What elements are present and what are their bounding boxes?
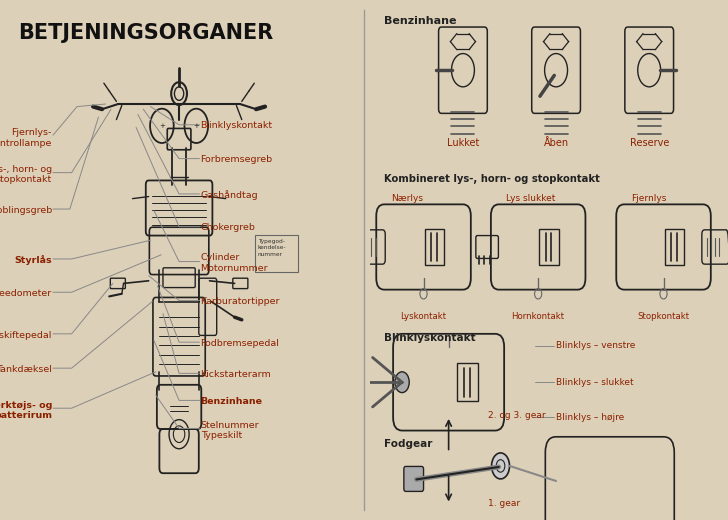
Text: BETJENINGSORGANER: BETJENINGSORGANER xyxy=(18,23,273,43)
Text: Styrlås: Styrlås xyxy=(15,255,52,265)
Text: Værktøjs- og
batterirum: Værktøjs- og batterirum xyxy=(0,401,52,421)
FancyBboxPatch shape xyxy=(404,466,424,491)
Text: 1. gear: 1. gear xyxy=(488,499,520,508)
Text: Gearskiftepedal: Gearskiftepedal xyxy=(0,331,52,340)
Text: Cylinder
Motornummer: Cylinder Motornummer xyxy=(201,253,268,273)
FancyBboxPatch shape xyxy=(255,235,298,272)
Text: Reserve: Reserve xyxy=(630,138,669,148)
Text: +: + xyxy=(159,123,165,129)
Text: Stopkontakt: Stopkontakt xyxy=(638,312,689,321)
Text: Lyskontakt: Lyskontakt xyxy=(400,312,446,321)
Text: Blinklys – slukket: Blinklys – slukket xyxy=(556,378,633,387)
Text: Kickstarterarm: Kickstarterarm xyxy=(201,370,272,379)
Text: Chokergreb: Chokergreb xyxy=(201,223,256,232)
Text: Fodgear: Fodgear xyxy=(384,439,432,449)
Text: Fodbremsepedal: Fodbremsepedal xyxy=(201,339,280,348)
Text: Stelnummer
Typeskilt: Stelnummer Typeskilt xyxy=(201,421,259,440)
Text: 2. og 3. gear: 2. og 3. gear xyxy=(488,411,546,421)
Text: Karburatortipper: Karburatortipper xyxy=(201,297,280,306)
Text: Speedometer: Speedometer xyxy=(0,289,52,298)
Text: Blinklyskontakt: Blinklyskontakt xyxy=(201,121,273,131)
Text: Fjernlys: Fjernlys xyxy=(631,194,667,203)
Text: Typegod-
kendelse-
nummer: Typegod- kendelse- nummer xyxy=(258,239,287,256)
Text: Blinklyskontakt: Blinklyskontakt xyxy=(384,333,476,343)
Text: Benzinhane: Benzinhane xyxy=(201,397,263,406)
Text: Gashåndtag: Gashåndtag xyxy=(201,190,258,200)
Text: Lys-, horn- og
stopkontakt: Lys-, horn- og stopkontakt xyxy=(0,164,52,184)
Text: Blinklys – venstre: Blinklys – venstre xyxy=(556,341,636,350)
Text: Hornkontakt: Hornkontakt xyxy=(512,312,565,321)
Circle shape xyxy=(395,372,409,393)
Text: Kombineret lys-, horn- og stopkontakt: Kombineret lys-, horn- og stopkontakt xyxy=(384,174,600,184)
Text: Lys slukket: Lys slukket xyxy=(506,194,555,203)
Text: Lukket: Lukket xyxy=(447,138,479,148)
Text: Forbremsegreb: Forbremsegreb xyxy=(201,155,273,164)
Circle shape xyxy=(491,453,510,479)
Text: Blinklys – højre: Blinklys – højre xyxy=(556,412,625,422)
Text: Åben: Åben xyxy=(544,138,569,148)
Text: +: + xyxy=(194,123,199,129)
Text: Benzinhane: Benzinhane xyxy=(384,16,456,25)
Text: Nærlys: Nærlys xyxy=(392,194,423,203)
Text: Koblingsgreb: Koblingsgreb xyxy=(0,206,52,215)
Text: Tankdæksel: Tankdæksel xyxy=(0,365,52,374)
Text: Fjernlys-
kontrollampe: Fjernlys- kontrollampe xyxy=(0,128,52,148)
